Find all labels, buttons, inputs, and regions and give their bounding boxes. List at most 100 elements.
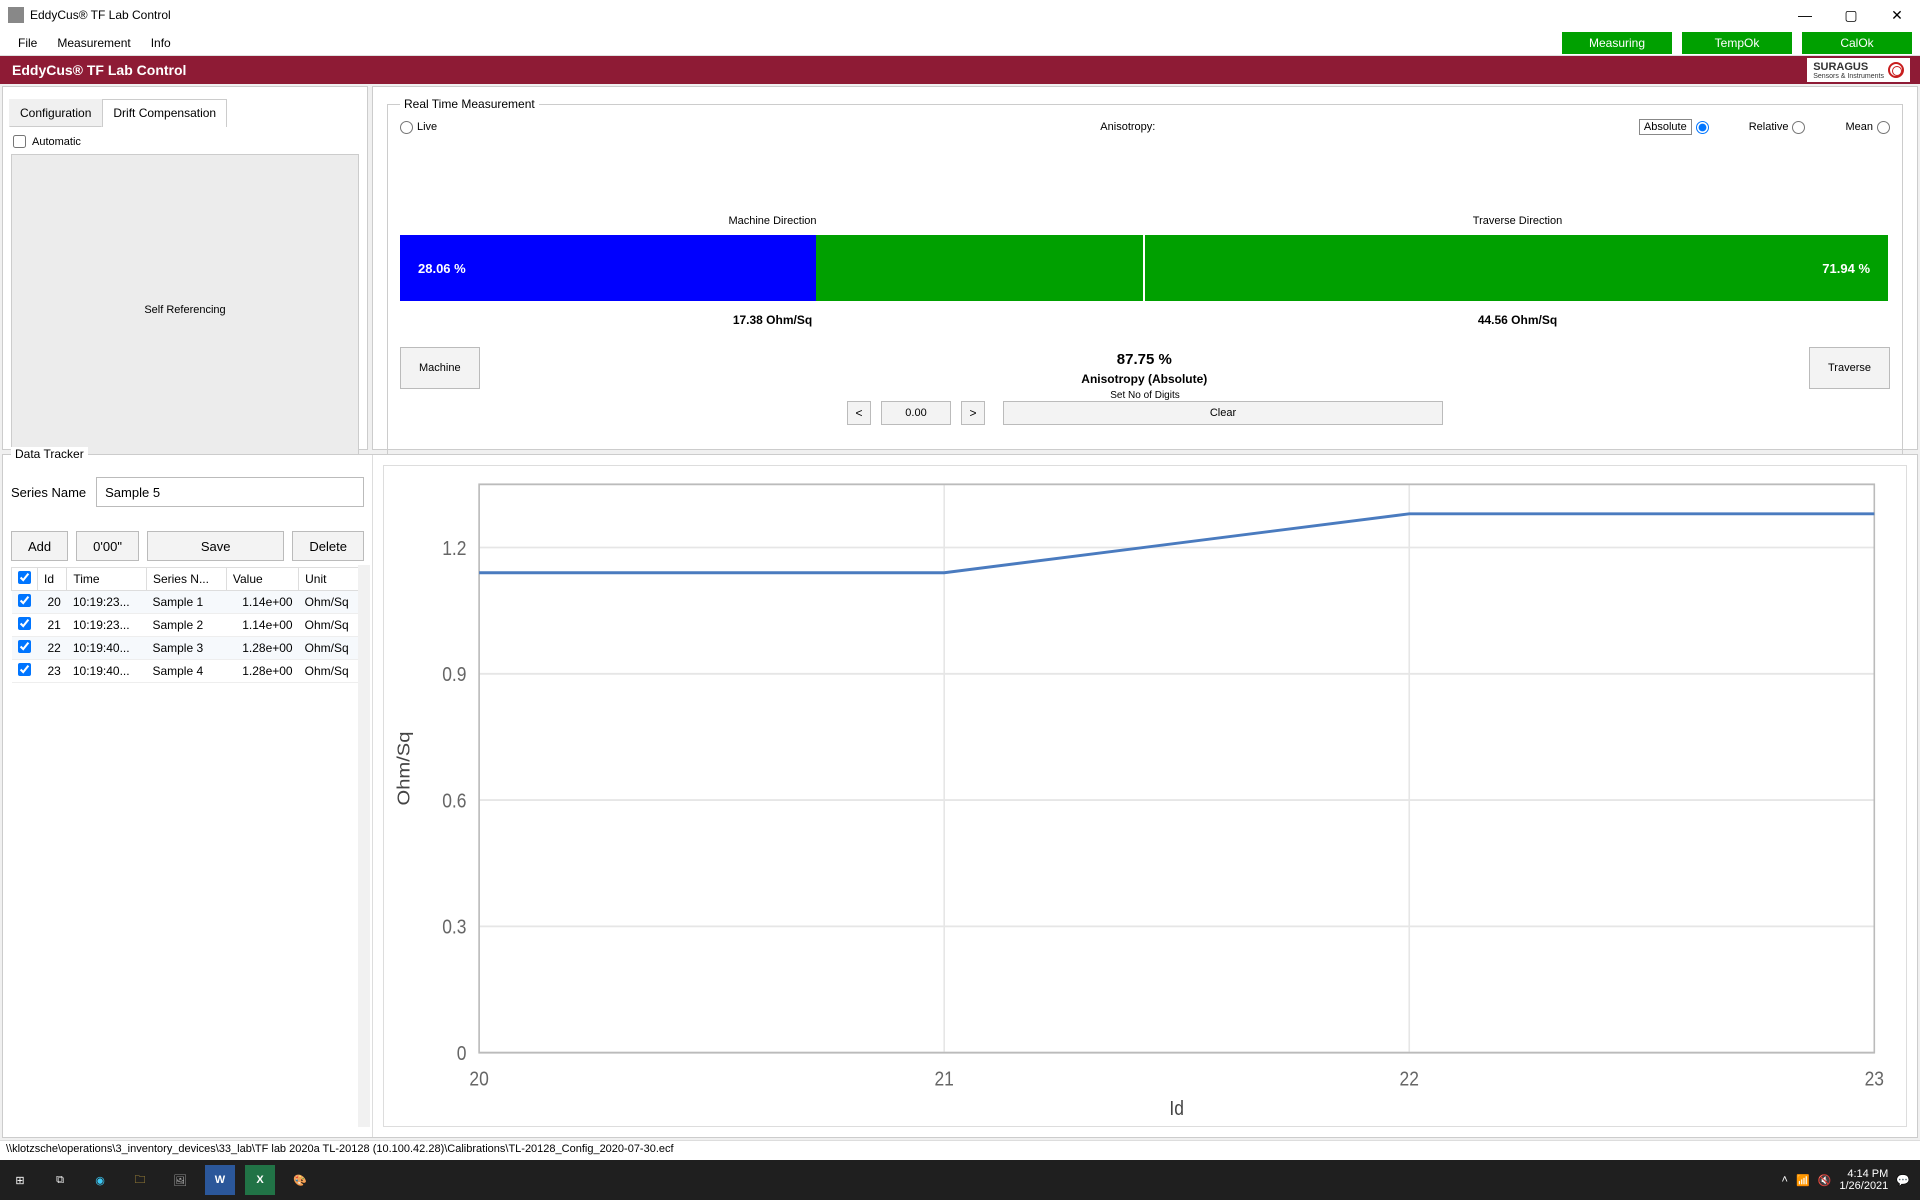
self-referencing-panel: Self Referencing [11, 154, 359, 466]
machine-direction-label: Machine Direction [400, 215, 1145, 227]
table-row[interactable]: 2210:19:40...Sample 31.28e+00Ohm/Sq [12, 637, 364, 660]
svg-text:Id: Id [1169, 1097, 1184, 1119]
task-view-icon[interactable]: ⧉ [40, 1160, 80, 1200]
digits-increase-button[interactable]: > [961, 401, 985, 425]
col-id[interactable]: Id [38, 568, 67, 591]
start-button[interactable]: ⊞ [0, 1160, 40, 1200]
mean-label: Mean [1845, 121, 1873, 133]
live-label: Live [417, 121, 437, 133]
window-minimize-button[interactable]: — [1782, 0, 1828, 30]
svg-text:23: 23 [1865, 1067, 1884, 1089]
excel-icon[interactable]: X [245, 1165, 275, 1195]
svg-text:0.6: 0.6 [442, 789, 466, 811]
col-series[interactable]: Series N... [146, 568, 226, 591]
taskbar-time: 4:14 PM [1839, 1168, 1888, 1180]
svg-text:20: 20 [469, 1067, 488, 1089]
data-tracker-panel: Data Tracker Series Name Add 0'00" Save … [2, 454, 1918, 1138]
live-radio[interactable] [400, 121, 413, 134]
delete-button[interactable]: Delete [292, 531, 364, 561]
machine-button[interactable]: Machine [400, 347, 480, 389]
table-row[interactable]: 2010:19:23...Sample 11.14e+00Ohm/Sq [12, 591, 364, 614]
traverse-direction-pct: 71.94 % [1822, 261, 1870, 276]
save-button[interactable]: Save [147, 531, 284, 561]
traverse-direction-label: Traverse Direction [1145, 215, 1890, 227]
row-checkbox[interactable] [18, 617, 31, 630]
digits-value: 0.00 [881, 401, 951, 425]
tab-drift-compensation[interactable]: Drift Compensation [102, 99, 227, 127]
window-maximize-button[interactable]: ▢ [1828, 0, 1874, 30]
window-titlebar: EddyCus® TF Lab Control — ▢ ✕ [0, 0, 1920, 30]
row-checkbox[interactable] [18, 663, 31, 676]
relative-label: Relative [1749, 121, 1789, 133]
automatic-checkbox[interactable] [13, 135, 26, 148]
paint-icon[interactable]: 🎨 [280, 1160, 320, 1200]
menu-bar: File Measurement Info Measuring TempOk C… [0, 30, 1920, 56]
add-button[interactable]: Add [11, 531, 68, 561]
data-table: Id Time Series N... Value Unit 2010:19:2… [11, 567, 364, 683]
left-panel: Configuration Drift Compensation Automat… [2, 86, 368, 450]
explorer-icon[interactable]: 🗀 [120, 1160, 160, 1200]
traverse-ohm-value: 44.56 Ohm/Sq [1145, 313, 1890, 327]
svg-text:Ohm/Sq: Ohm/Sq [394, 732, 413, 806]
edge-icon[interactable]: ◉ [80, 1160, 120, 1200]
anisotropy-mode-label: Anisotropy (Absolute) [480, 372, 1809, 386]
anisotropy-label: Anisotropy: [1100, 121, 1155, 133]
col-value[interactable]: Value [226, 568, 298, 591]
svg-text:22: 22 [1400, 1067, 1419, 1089]
word-icon[interactable]: W [205, 1165, 235, 1195]
brand-logo-subtext: Sensors & Instruments [1813, 73, 1884, 80]
taskbar-date: 1/26/2021 [1839, 1180, 1888, 1192]
rtm-legend: Real Time Measurement [400, 97, 539, 111]
menu-info[interactable]: Info [141, 32, 181, 54]
table-row[interactable]: 2110:19:23...Sample 21.14e+00Ohm/Sq [12, 614, 364, 637]
tray-notifications-icon[interactable]: 💬 [1896, 1174, 1910, 1187]
traverse-button[interactable]: Traverse [1809, 347, 1890, 389]
menu-file[interactable]: File [8, 32, 47, 54]
tray-volume-icon[interactable]: 🔇 [1818, 1174, 1832, 1187]
status-tempok: TempOk [1682, 32, 1792, 54]
series-name-input[interactable] [96, 477, 364, 507]
svg-text:21: 21 [934, 1067, 953, 1089]
brand-bar: EddyCus® TF Lab Control SURAGUS Sensors … [0, 56, 1920, 84]
clear-button[interactable]: Clear [1003, 401, 1443, 425]
svg-text:0.3: 0.3 [442, 916, 466, 938]
table-scrollbar[interactable] [358, 565, 370, 1127]
col-time[interactable]: Time [67, 568, 147, 591]
digits-decrease-button[interactable]: < [847, 401, 871, 425]
app-icon [8, 7, 24, 23]
tray-wifi-icon[interactable]: 📶 [1796, 1174, 1810, 1187]
window-title: EddyCus® TF Lab Control [30, 8, 171, 22]
menu-measurement[interactable]: Measurement [47, 32, 140, 54]
chart-area: 0 0.3 0.6 0.9 1.2 20 21 22 23 Id Ohm/Sq [383, 465, 1907, 1127]
brand-logo-text: SURAGUS [1813, 61, 1884, 73]
mean-radio[interactable] [1877, 121, 1890, 134]
row-checkbox[interactable] [18, 640, 31, 653]
svg-text:0: 0 [457, 1042, 467, 1064]
machine-direction-pct: 28.06 % [418, 261, 466, 276]
svg-text:1.2: 1.2 [442, 537, 466, 559]
status-calok: CalOk [1802, 32, 1912, 54]
timer-button[interactable]: 0'00" [76, 531, 139, 561]
anisotropy-pct: 87.75 % [480, 351, 1809, 368]
table-row[interactable]: 2310:19:40...Sample 41.28e+00Ohm/Sq [12, 660, 364, 683]
photos-icon[interactable]: 🖼 [160, 1160, 200, 1200]
digits-caption: Set No of Digits [1110, 390, 1179, 401]
machine-direction-bar: 28.06 % [400, 235, 1145, 301]
table-checkall[interactable] [18, 571, 31, 584]
col-unit[interactable]: Unit [299, 568, 364, 591]
automatic-label: Automatic [32, 136, 81, 148]
relative-radio[interactable] [1792, 121, 1805, 134]
tab-configuration[interactable]: Configuration [9, 99, 102, 127]
svg-text:0.9: 0.9 [442, 663, 466, 685]
absolute-radio[interactable] [1696, 121, 1709, 134]
absolute-label: Absolute [1639, 119, 1692, 135]
tray-chevron-icon[interactable]: ˄ [1782, 1174, 1788, 1186]
row-checkbox[interactable] [18, 594, 31, 607]
series-name-label: Series Name [11, 485, 86, 500]
realtime-measurement-panel: Real Time Measurement Live Anisotropy: A… [372, 86, 1918, 450]
brand-logo-icon [1888, 62, 1904, 78]
brand-title: EddyCus® TF Lab Control [12, 62, 186, 78]
window-close-button[interactable]: ✕ [1874, 0, 1920, 30]
machine-ohm-value: 17.38 Ohm/Sq [400, 313, 1145, 327]
status-measuring: Measuring [1562, 32, 1672, 54]
